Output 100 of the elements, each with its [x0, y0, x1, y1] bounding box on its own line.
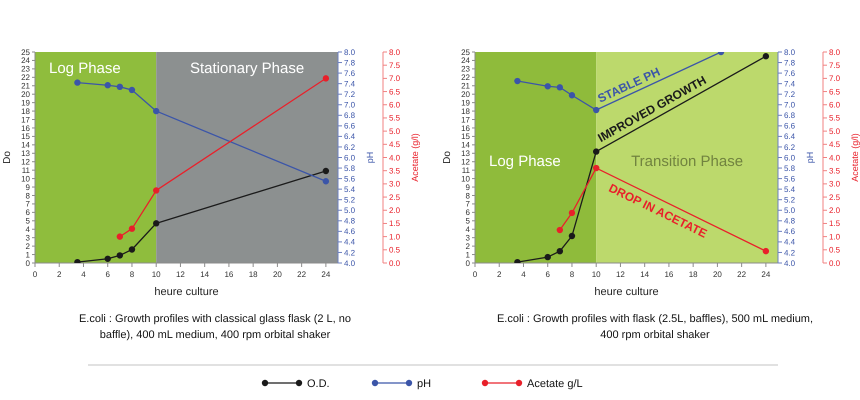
y-tick-label: 17 — [461, 115, 471, 124]
x-tick-label: 8 — [570, 270, 575, 279]
y2-tick-label: 5.2 — [784, 196, 796, 204]
y2-tick-label: 5.4 — [344, 184, 356, 194]
y2-tick-label: 7.4 — [784, 79, 796, 88]
point — [128, 246, 136, 253]
y2-tick-label: 4.8 — [784, 216, 796, 226]
y2-tick-label: 5.6 — [784, 174, 796, 184]
x-tick-label: 0 — [32, 270, 38, 279]
y-tick-label: 3 — [26, 233, 31, 242]
y2-tick-label: 7.6 — [344, 68, 356, 78]
y-tick-label: 12 — [461, 158, 471, 167]
y-tick-label: 9 — [466, 182, 471, 192]
y3-tick-label: 7.0 — [829, 74, 841, 84]
y-tick-label: 1 — [466, 250, 471, 260]
point — [116, 84, 124, 90]
y-tick-label: 11 — [22, 166, 31, 175]
y2-tick-label: 6.6 — [344, 122, 356, 131]
y2-tick-label: 4.6 — [784, 227, 796, 236]
y2-tick-label: 7.6 — [784, 68, 796, 78]
y3-tick-label: 6.5 — [389, 87, 401, 96]
y2-tick-label: 6.6 — [784, 122, 796, 131]
y2-tick-label: 7.8 — [784, 58, 796, 68]
y2-axis-title: pH — [805, 152, 815, 164]
y-tick-label: 14 — [21, 140, 31, 150]
point — [128, 226, 136, 232]
y-tick-label: 5 — [26, 216, 31, 226]
point — [116, 233, 124, 240]
point — [104, 256, 111, 262]
y2-tick-label: 5.4 — [784, 184, 796, 194]
legend-label: pH — [417, 378, 432, 390]
y-tick-label: 25 — [461, 48, 471, 57]
x-tick-label: 4 — [81, 270, 86, 279]
x-axis-title: heure culture — [594, 286, 659, 298]
x-tick-label: 22 — [297, 270, 307, 279]
x-tick-label: 4 — [521, 270, 526, 279]
band-label: Stationary Phase — [190, 60, 304, 77]
y2-tick-label: 6.8 — [784, 111, 796, 120]
y2-tick-label: 5.8 — [344, 164, 356, 173]
y2-tick-label: 4.4 — [784, 238, 796, 247]
x-tick-label: 20 — [272, 270, 282, 279]
y-tick-label: 20 — [461, 90, 471, 99]
y2-tick-label: 4.0 — [784, 258, 796, 268]
x-tick-label: 0 — [472, 270, 478, 279]
y-tick-label: 0 — [26, 258, 31, 268]
y2-tick-label: 7.0 — [344, 100, 356, 110]
y3-tick-label: 5.0 — [829, 126, 841, 136]
y-tick-label: 6 — [26, 208, 31, 218]
y-tick-label: 15 — [21, 132, 31, 142]
point — [322, 168, 330, 174]
y-tick-label: 25 — [21, 48, 31, 57]
y2-tick-label: 6.2 — [344, 142, 356, 152]
y3-tick-label: 5.0 — [389, 126, 401, 136]
y3-tick-label: 0.0 — [389, 258, 401, 268]
x-tick-label: 18 — [688, 270, 698, 279]
y-tick-label: 20 — [21, 90, 31, 99]
y2-tick-label: 4.4 — [344, 238, 356, 247]
band-label: Log Phase — [489, 153, 561, 170]
legend-label: Acetate g/L — [527, 378, 583, 390]
y3-tick-label: 7.0 — [389, 74, 401, 84]
y3-tick-label: 0.5 — [829, 246, 841, 255]
y3-tick-label: 7.5 — [829, 60, 841, 70]
point — [556, 248, 564, 254]
x-tick-label: 14 — [200, 270, 210, 279]
y-tick-label: 17 — [21, 115, 31, 124]
y2-tick-label: 6.0 — [344, 153, 356, 162]
point — [568, 210, 576, 216]
point — [116, 252, 124, 259]
y-axis-title: Do — [2, 150, 13, 164]
y3-tick-label: 0.5 — [389, 246, 401, 255]
y2-tick-label: 7.0 — [784, 100, 796, 110]
y2-axis-title: pH — [365, 152, 375, 164]
y3-tick-label: 6.0 — [389, 100, 401, 110]
point — [153, 108, 160, 114]
y3-tick-label: 4.5 — [829, 140, 841, 150]
y-tick-label: 7 — [466, 200, 471, 209]
y-tick-label: 2 — [26, 242, 31, 251]
y-tick-label: 22 — [461, 73, 471, 82]
x-tick-label: 16 — [664, 270, 674, 279]
y3-axis-title: Acetate (g/l) — [850, 133, 860, 182]
y2-tick-label: 4.6 — [344, 227, 356, 236]
y-tick-label: 9 — [26, 182, 31, 192]
band-label: Log Phase — [49, 60, 121, 77]
x-tick-label: 14 — [640, 270, 650, 279]
y-tick-label: 15 — [461, 132, 471, 142]
y3-tick-label: 3.0 — [829, 180, 841, 189]
y-tick-label: 14 — [461, 140, 471, 150]
x-tick-label: 6 — [545, 270, 550, 279]
y3-tick-label: 2.0 — [389, 206, 401, 216]
y-tick-label: 19 — [461, 98, 471, 108]
y3-tick-label: 5.5 — [389, 114, 401, 123]
y-tick-label: 6 — [466, 208, 471, 218]
y-tick-label: 13 — [21, 149, 31, 158]
y-tick-label: 24 — [461, 56, 471, 66]
y2-tick-label: 4.0 — [344, 258, 356, 268]
y2-tick-label: 6.8 — [344, 111, 356, 120]
point — [322, 178, 330, 184]
y2-tick-label: 5.2 — [344, 196, 356, 204]
y2-tick-label: 4.2 — [344, 248, 356, 258]
x-axis-title: heure culture — [154, 286, 219, 298]
